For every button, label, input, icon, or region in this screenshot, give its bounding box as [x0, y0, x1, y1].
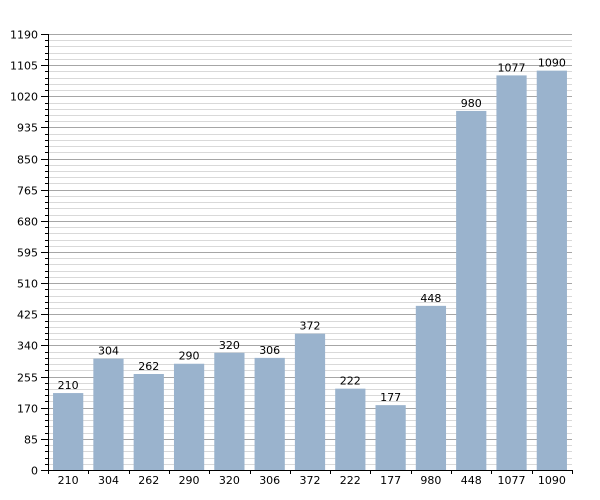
x-tick-label: 448 [461, 474, 482, 487]
x-tick-label: 290 [179, 474, 200, 487]
bar-value-label: 448 [420, 292, 441, 305]
x-tick-label: 1090 [538, 474, 566, 487]
bar [254, 357, 285, 470]
y-tick-label: 850 [17, 154, 38, 167]
x-tick-label: 222 [340, 474, 361, 487]
bar [53, 393, 84, 470]
bar-value-label: 1090 [538, 57, 566, 70]
y-tick-label: 255 [17, 372, 38, 385]
y-tick-label: 425 [17, 309, 38, 322]
y-tick-label: 85 [24, 434, 38, 447]
bar-value-label: 304 [98, 345, 119, 358]
y-tick-label: 1020 [10, 91, 38, 104]
bar-value-label: 177 [380, 391, 401, 404]
bar [536, 70, 567, 470]
bar-value-label: 372 [300, 320, 321, 333]
bar [375, 405, 406, 470]
x-axis: 210 304 262 290 320 306 372 222 177 980 448 1077 109… [48, 470, 573, 487]
y-tick-label: 0 [31, 465, 38, 478]
bar [93, 358, 124, 470]
x-tick-label: 306 [259, 474, 280, 487]
x-tick-label: 1077 [498, 474, 526, 487]
data-labels: 210 304 262 290 320 306 372 222 177 448 980 1077 109… [58, 57, 566, 405]
y-tick-label: 680 [17, 216, 38, 229]
bar-value-label: 210 [58, 379, 79, 392]
y-axis: 0 85 170 255 340 425 510 595 680 765 850 935 1020 110… [10, 29, 49, 478]
bar-value-label: 1077 [498, 61, 526, 74]
y-tick-label: 765 [17, 185, 38, 198]
y-tick-label: 1190 [10, 29, 38, 42]
x-tick-label: 320 [219, 474, 240, 487]
bar [496, 75, 527, 471]
x-tick-label: 177 [380, 474, 401, 487]
y-tick-label: 340 [17, 340, 38, 353]
bar-value-label: 262 [138, 360, 159, 373]
x-tick-label: 980 [420, 474, 441, 487]
bars [53, 70, 567, 471]
y-tick-label: 935 [17, 122, 38, 135]
x-tick-label: 262 [138, 474, 159, 487]
y-tick-label: 510 [17, 278, 38, 291]
bar-value-label: 222 [340, 375, 361, 388]
y-tick-label: 595 [17, 247, 38, 260]
bar-value-label: 320 [219, 339, 240, 352]
y-tick-label: 170 [17, 403, 38, 416]
bar [456, 110, 487, 471]
x-tick-label: 210 [58, 474, 79, 487]
x-tick-label: 304 [98, 474, 119, 487]
bar-value-label: 306 [259, 344, 280, 357]
bar [173, 363, 205, 470]
bar [415, 305, 447, 470]
bar [335, 388, 366, 470]
bar [133, 374, 164, 470]
x-tick-label: 372 [300, 474, 321, 487]
y-tick-label: 1105 [10, 60, 38, 73]
bar [294, 333, 326, 470]
bar-value-label: 980 [461, 97, 482, 110]
bar [214, 352, 245, 470]
bar-value-label: 290 [179, 350, 200, 363]
